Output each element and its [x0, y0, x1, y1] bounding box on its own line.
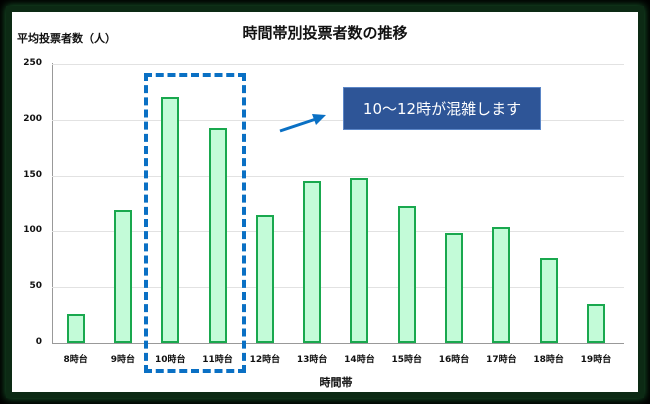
bar [66, 313, 85, 343]
x-tick-label: 9時台 [110, 355, 136, 365]
y-axis-label: 平均投票者数（人） [17, 32, 116, 45]
x-tick-label: 17時台 [486, 355, 517, 365]
gridline [52, 231, 624, 233]
callout-annotation: 10～12時が混雑します [343, 87, 541, 130]
arrow-icon [279, 114, 326, 133]
bar [492, 226, 511, 343]
bar [303, 181, 322, 343]
x-tick-label: 11時台 [202, 355, 233, 365]
x-tick-label: 8時台 [63, 355, 88, 365]
gridline [52, 119, 624, 121]
y-tick-label: 250 [23, 58, 42, 68]
bar [161, 97, 180, 343]
x-tick-label: 13時台 [296, 355, 328, 365]
x-tick-label: 10時台 [154, 355, 186, 365]
y-axis-line [52, 63, 53, 344]
x-tick-label: 16時台 [438, 355, 470, 365]
y-tick-label: 150 [23, 169, 42, 180]
bar [445, 232, 464, 343]
y-tick-label: 50 [29, 281, 42, 292]
x-tick-label: 12時台 [249, 355, 281, 365]
bar [397, 205, 416, 343]
y-tick-label: 200 [23, 113, 42, 124]
gridline [52, 287, 624, 289]
x-axis-label: 時間帯 [319, 376, 353, 389]
y-tick-label: 100 [23, 225, 42, 236]
bar [539, 258, 558, 343]
x-tick-label: 15時台 [391, 355, 423, 365]
x-tick-label: 14時台 [344, 355, 375, 365]
bar [113, 210, 132, 343]
y-tick-label: 0 [35, 337, 42, 347]
bar [586, 303, 605, 343]
bar [350, 177, 369, 343]
gridline [52, 64, 624, 65]
x-tick-label: 19時台 [580, 355, 612, 365]
bar [255, 214, 274, 343]
highlight-box [144, 73, 246, 373]
x-axis-line [52, 343, 624, 344]
x-tick-label: 18時台 [533, 355, 564, 365]
gridline [52, 175, 624, 177]
chart-title: 時間帯別投票者数の推移 [242, 24, 408, 42]
bar [208, 127, 227, 343]
